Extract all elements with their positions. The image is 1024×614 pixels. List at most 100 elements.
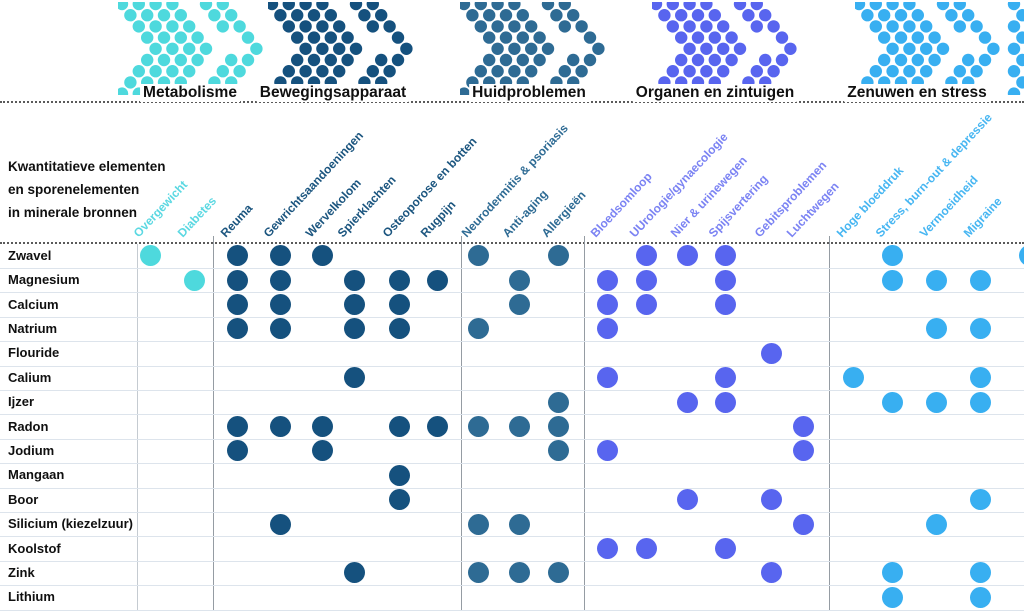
arrow-dot <box>474 2 487 11</box>
row-label: Jodium <box>8 442 55 458</box>
grid-row-line <box>0 316 1024 318</box>
grid-row-line <box>0 267 1024 269</box>
arrow-dot <box>894 9 908 22</box>
arrow-dot <box>474 20 487 33</box>
arrow-dot <box>141 31 154 44</box>
column-header: Migraine <box>960 194 1005 240</box>
arrow-dot <box>225 53 238 67</box>
arrow-dot <box>708 31 721 44</box>
matrix-dot <box>226 294 248 315</box>
arrow-dot <box>675 31 688 44</box>
arrow-dot <box>341 53 354 67</box>
arrow-dot <box>366 65 379 78</box>
arrow-dot <box>483 53 496 67</box>
arrow-dot <box>575 20 588 33</box>
arrow-dot <box>750 65 763 78</box>
arrow-dot <box>903 2 916 11</box>
matrix-dot <box>881 269 903 291</box>
arrow-dot <box>499 31 513 44</box>
grid-divider-group <box>829 236 830 610</box>
row-label: Natrium <box>8 320 58 336</box>
arrow-dot <box>953 20 966 33</box>
grid-divider-group <box>461 236 462 610</box>
grid-row-line <box>0 511 1024 513</box>
arrow-dot <box>775 53 789 67</box>
arrow-dot <box>683 65 696 78</box>
arrow-dot <box>508 42 521 55</box>
category-arrow-organen-en-zintuigen <box>652 2 797 95</box>
arrow-dot <box>750 20 763 33</box>
arrow-dot <box>282 65 295 78</box>
arrow-dot <box>174 31 187 44</box>
arrow-dot <box>241 31 255 44</box>
matrix-dot <box>388 489 410 511</box>
matrix-dot <box>760 562 782 584</box>
row-label: Boor <box>8 491 39 507</box>
arrow-dot <box>157 9 171 22</box>
grid-row-line <box>0 609 1024 611</box>
matrix-dot <box>925 513 947 535</box>
arrow-dot <box>700 42 713 55</box>
arrow-dot <box>299 65 312 78</box>
arrow-dot <box>886 2 899 11</box>
arrow-dot <box>400 42 413 55</box>
matrix-dot <box>969 269 991 291</box>
arrow-dot <box>525 65 538 78</box>
arrow-dot <box>516 9 529 22</box>
matrix-dot <box>635 294 657 315</box>
arrow-dot <box>541 2 555 11</box>
matrix-dot <box>676 245 698 267</box>
arrow-dot <box>567 9 580 22</box>
arrow-dot <box>349 2 363 11</box>
chart-title: Kwantitatieve elementen en sporenelement… <box>8 156 166 225</box>
matrix-dot <box>714 269 736 291</box>
arrow-dot <box>349 42 363 55</box>
arrow-dot <box>894 53 908 67</box>
matrix-dot <box>925 269 947 291</box>
arrow-dot <box>1007 87 1021 95</box>
matrix-dot <box>596 294 618 315</box>
arrow-dot <box>216 2 229 11</box>
matrix-dot <box>881 562 903 584</box>
matrix-dot <box>343 318 365 340</box>
matrix-dot <box>426 269 448 291</box>
arrow-dot <box>460 87 471 95</box>
arrow-dot <box>750 2 763 11</box>
grid-row-line <box>0 463 1024 465</box>
matrix-dot <box>925 391 947 413</box>
arrow-dot <box>533 31 546 44</box>
arrow-dot <box>508 20 521 33</box>
matrix-dot <box>714 367 736 389</box>
category-label-metabolisme: Metabolisme <box>140 84 240 102</box>
arrow-dot <box>516 31 529 44</box>
grid-row-line <box>0 438 1024 440</box>
arrow-dot <box>225 9 238 22</box>
arrow-dot <box>962 53 975 67</box>
matrix-dot <box>969 318 991 340</box>
matrix-dot <box>881 245 903 267</box>
arrow-dot <box>978 31 992 44</box>
matrix-dot <box>311 416 333 437</box>
row-label: Calium <box>8 369 52 385</box>
arrow-dot <box>324 9 337 22</box>
arrow-dot <box>216 65 229 78</box>
column-header: Rugpijn <box>417 197 459 240</box>
arrow-dot <box>700 2 713 11</box>
matrix-dot <box>508 513 530 535</box>
matrix-dot <box>269 318 291 340</box>
matrix-dot <box>311 440 333 462</box>
arrow-dot <box>550 9 563 22</box>
matrix-dot <box>547 391 569 413</box>
arrow-dot <box>869 65 882 78</box>
matrix-dot <box>226 269 248 291</box>
grid-row-line <box>0 585 1024 587</box>
matrix-dot <box>269 416 291 437</box>
arrow-dot <box>936 42 950 55</box>
matrix-dot <box>269 513 291 535</box>
matrix-dot <box>343 269 365 291</box>
arrow-dot <box>191 53 204 67</box>
matrix-dot <box>226 318 248 340</box>
arrow-dot <box>525 42 538 55</box>
arrow-dot <box>508 2 521 11</box>
arrow-dot <box>583 53 597 67</box>
